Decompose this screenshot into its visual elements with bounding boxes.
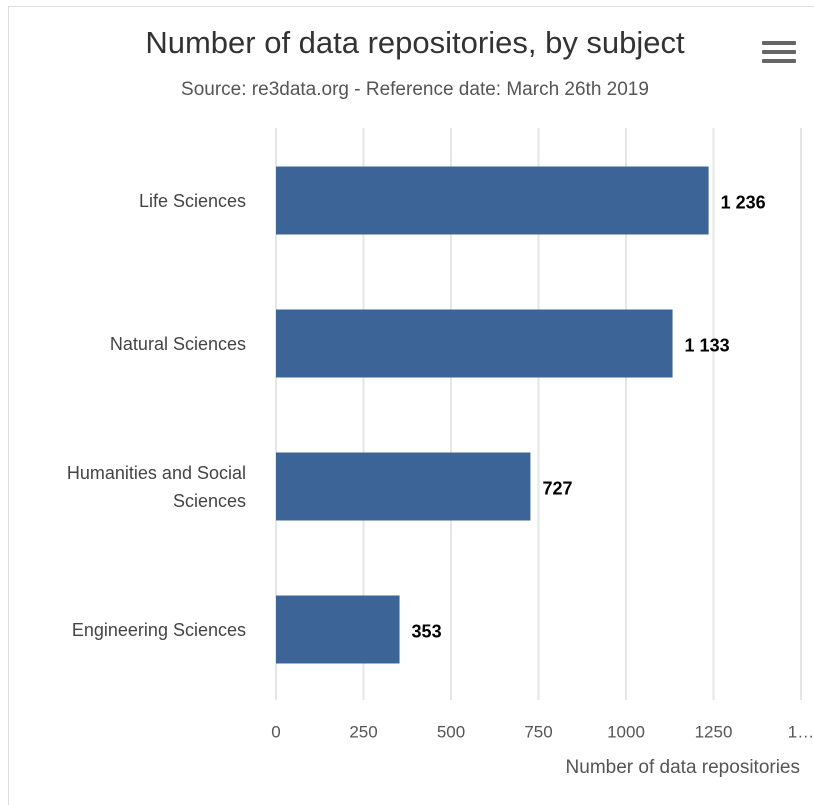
x-tick-label: 250: [349, 722, 377, 741]
y-tick-label: Humanities and Social Sciences: [66, 462, 246, 511]
y-tick-label: Natural Sciences: [109, 333, 246, 354]
bar: [276, 309, 673, 378]
x-tick-label: 1250: [695, 722, 733, 741]
bar: [276, 166, 709, 235]
x-tick-label: 750: [524, 722, 552, 741]
x-tick-label: 500: [437, 722, 465, 741]
bar: [276, 452, 531, 521]
y-tick-label: Life Sciences: [138, 190, 246, 211]
bar: [276, 595, 400, 664]
chart-title: Number of data repositories, by subject: [145, 25, 685, 60]
x-tick-label: 0: [271, 722, 280, 741]
value-label: 353: [412, 621, 442, 641]
menu-button[interactable]: [762, 41, 796, 63]
value-label: 1 236: [721, 192, 766, 212]
x-tick-label: 1…: [788, 722, 814, 741]
x-axis-title: Number of data repositories: [566, 757, 800, 778]
y-tick-label: Engineering Sciences: [71, 619, 246, 640]
value-label: 727: [542, 478, 572, 498]
x-tick-label: 1000: [607, 722, 645, 741]
value-label: 1 133: [685, 335, 730, 355]
chart-subtitle: Source: re3data.org - Reference date: Ma…: [181, 79, 649, 100]
